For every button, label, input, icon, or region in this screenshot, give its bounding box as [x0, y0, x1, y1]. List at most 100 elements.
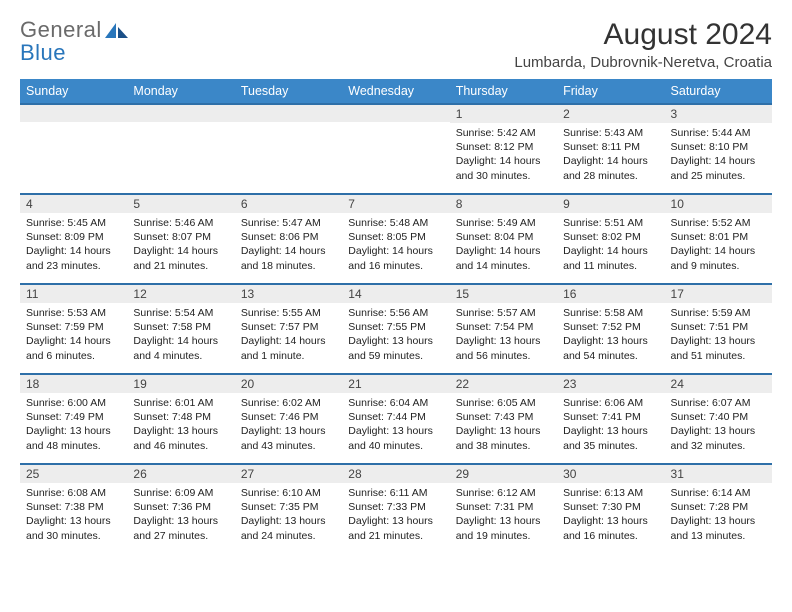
- calendar-day-cell: 31Sunrise: 6:14 AMSunset: 7:28 PMDayligh…: [665, 463, 772, 553]
- sail-icon: [104, 21, 130, 39]
- sunset-line: Sunset: 7:43 PM: [456, 410, 551, 424]
- month-title: August 2024: [514, 18, 772, 52]
- sunset-line: Sunset: 8:04 PM: [456, 230, 551, 244]
- sunset-line: Sunset: 7:40 PM: [671, 410, 766, 424]
- day-details: Sunrise: 5:47 AMSunset: 8:06 PMDaylight:…: [235, 213, 342, 277]
- day-number: 23: [557, 373, 664, 393]
- sunset-line: Sunset: 7:33 PM: [348, 500, 443, 514]
- sunset-line: Sunset: 8:10 PM: [671, 140, 766, 154]
- day-details: Sunrise: 6:12 AMSunset: 7:31 PMDaylight:…: [450, 483, 557, 547]
- sunrise-line: Sunrise: 5:53 AM: [26, 306, 121, 320]
- calendar-day-cell: [342, 103, 449, 193]
- daylight-line: Daylight: 13 hours and 16 minutes.: [563, 514, 658, 542]
- calendar-day-cell: 21Sunrise: 6:04 AMSunset: 7:44 PMDayligh…: [342, 373, 449, 463]
- calendar-day-cell: 23Sunrise: 6:06 AMSunset: 7:41 PMDayligh…: [557, 373, 664, 463]
- day-number: 17: [665, 283, 772, 303]
- calendar-day-cell: 13Sunrise: 5:55 AMSunset: 7:57 PMDayligh…: [235, 283, 342, 373]
- day-details: Sunrise: 6:01 AMSunset: 7:48 PMDaylight:…: [127, 393, 234, 457]
- sunset-line: Sunset: 7:58 PM: [133, 320, 228, 334]
- sunrise-line: Sunrise: 6:01 AM: [133, 396, 228, 410]
- day-details: Sunrise: 5:56 AMSunset: 7:55 PMDaylight:…: [342, 303, 449, 367]
- daylight-line: Daylight: 14 hours and 1 minute.: [241, 334, 336, 362]
- calendar-day-cell: 20Sunrise: 6:02 AMSunset: 7:46 PMDayligh…: [235, 373, 342, 463]
- sunrise-line: Sunrise: 5:54 AM: [133, 306, 228, 320]
- calendar-day-cell: 5Sunrise: 5:46 AMSunset: 8:07 PMDaylight…: [127, 193, 234, 283]
- calendar-day-cell: 7Sunrise: 5:48 AMSunset: 8:05 PMDaylight…: [342, 193, 449, 283]
- sunset-line: Sunset: 7:28 PM: [671, 500, 766, 514]
- day-details: Sunrise: 6:09 AMSunset: 7:36 PMDaylight:…: [127, 483, 234, 547]
- sunrise-line: Sunrise: 6:12 AM: [456, 486, 551, 500]
- daylight-line: Daylight: 13 hours and 56 minutes.: [456, 334, 551, 362]
- day-details: Sunrise: 5:57 AMSunset: 7:54 PMDaylight:…: [450, 303, 557, 367]
- daylight-line: Daylight: 13 hours and 38 minutes.: [456, 424, 551, 452]
- calendar-day-cell: 6Sunrise: 5:47 AMSunset: 8:06 PMDaylight…: [235, 193, 342, 283]
- sunrise-line: Sunrise: 5:51 AM: [563, 216, 658, 230]
- day-number: 13: [235, 283, 342, 303]
- calendar-table: Sunday Monday Tuesday Wednesday Thursday…: [20, 79, 772, 553]
- calendar-day-cell: 26Sunrise: 6:09 AMSunset: 7:36 PMDayligh…: [127, 463, 234, 553]
- day-number: 31: [665, 463, 772, 483]
- weekday-header: Thursday: [450, 79, 557, 103]
- sunrise-line: Sunrise: 5:58 AM: [563, 306, 658, 320]
- calendar-week-row: 25Sunrise: 6:08 AMSunset: 7:38 PMDayligh…: [20, 463, 772, 553]
- calendar-day-cell: 11Sunrise: 5:53 AMSunset: 7:59 PMDayligh…: [20, 283, 127, 373]
- day-number: 6: [235, 193, 342, 213]
- day-details: Sunrise: 6:04 AMSunset: 7:44 PMDaylight:…: [342, 393, 449, 457]
- sunrise-line: Sunrise: 6:09 AM: [133, 486, 228, 500]
- day-details: Sunrise: 6:08 AMSunset: 7:38 PMDaylight:…: [20, 483, 127, 547]
- day-details: Sunrise: 6:06 AMSunset: 7:41 PMDaylight:…: [557, 393, 664, 457]
- sunrise-line: Sunrise: 6:14 AM: [671, 486, 766, 500]
- day-number-strip: [20, 103, 127, 122]
- day-number: 25: [20, 463, 127, 483]
- calendar-day-cell: 27Sunrise: 6:10 AMSunset: 7:35 PMDayligh…: [235, 463, 342, 553]
- sunrise-line: Sunrise: 5:59 AM: [671, 306, 766, 320]
- sunset-line: Sunset: 7:35 PM: [241, 500, 336, 514]
- calendar-week-row: 11Sunrise: 5:53 AMSunset: 7:59 PMDayligh…: [20, 283, 772, 373]
- daylight-line: Daylight: 13 hours and 24 minutes.: [241, 514, 336, 542]
- day-details: Sunrise: 6:02 AMSunset: 7:46 PMDaylight:…: [235, 393, 342, 457]
- day-details: Sunrise: 5:44 AMSunset: 8:10 PMDaylight:…: [665, 123, 772, 187]
- daylight-line: Daylight: 14 hours and 16 minutes.: [348, 244, 443, 272]
- daylight-line: Daylight: 13 hours and 13 minutes.: [671, 514, 766, 542]
- calendar-day-cell: 28Sunrise: 6:11 AMSunset: 7:33 PMDayligh…: [342, 463, 449, 553]
- sunrise-line: Sunrise: 5:57 AM: [456, 306, 551, 320]
- calendar-week-row: 18Sunrise: 6:00 AMSunset: 7:49 PMDayligh…: [20, 373, 772, 463]
- day-number: 22: [450, 373, 557, 393]
- sunset-line: Sunset: 7:41 PM: [563, 410, 658, 424]
- day-number: 5: [127, 193, 234, 213]
- calendar-day-cell: 2Sunrise: 5:43 AMSunset: 8:11 PMDaylight…: [557, 103, 664, 193]
- sunrise-line: Sunrise: 5:48 AM: [348, 216, 443, 230]
- calendar-day-cell: [127, 103, 234, 193]
- day-number: 3: [665, 103, 772, 123]
- day-number-strip: [342, 103, 449, 122]
- calendar-day-cell: 15Sunrise: 5:57 AMSunset: 7:54 PMDayligh…: [450, 283, 557, 373]
- sunrise-line: Sunrise: 5:49 AM: [456, 216, 551, 230]
- daylight-line: Daylight: 13 hours and 30 minutes.: [26, 514, 121, 542]
- daylight-line: Daylight: 14 hours and 25 minutes.: [671, 154, 766, 182]
- day-details: Sunrise: 5:52 AMSunset: 8:01 PMDaylight:…: [665, 213, 772, 277]
- weekday-header: Sunday: [20, 79, 127, 103]
- daylight-line: Daylight: 13 hours and 51 minutes.: [671, 334, 766, 362]
- sunset-line: Sunset: 7:46 PM: [241, 410, 336, 424]
- day-details: Sunrise: 5:59 AMSunset: 7:51 PMDaylight:…: [665, 303, 772, 367]
- day-number: 28: [342, 463, 449, 483]
- sunrise-line: Sunrise: 5:47 AM: [241, 216, 336, 230]
- day-number: 14: [342, 283, 449, 303]
- sunset-line: Sunset: 7:49 PM: [26, 410, 121, 424]
- sunset-line: Sunset: 7:51 PM: [671, 320, 766, 334]
- day-details: Sunrise: 6:11 AMSunset: 7:33 PMDaylight:…: [342, 483, 449, 547]
- day-details: Sunrise: 6:14 AMSunset: 7:28 PMDaylight:…: [665, 483, 772, 547]
- location: Lumbarda, Dubrovnik-Neretva, Croatia: [514, 54, 772, 71]
- daylight-line: Daylight: 13 hours and 43 minutes.: [241, 424, 336, 452]
- calendar-day-cell: 22Sunrise: 6:05 AMSunset: 7:43 PMDayligh…: [450, 373, 557, 463]
- day-details: Sunrise: 6:07 AMSunset: 7:40 PMDaylight:…: [665, 393, 772, 457]
- weekday-header-row: Sunday Monday Tuesday Wednesday Thursday…: [20, 79, 772, 103]
- day-number: 1: [450, 103, 557, 123]
- sunset-line: Sunset: 8:11 PM: [563, 140, 658, 154]
- day-details: Sunrise: 6:13 AMSunset: 7:30 PMDaylight:…: [557, 483, 664, 547]
- weekday-header: Friday: [557, 79, 664, 103]
- daylight-line: Daylight: 14 hours and 9 minutes.: [671, 244, 766, 272]
- calendar-day-cell: [235, 103, 342, 193]
- day-number: 24: [665, 373, 772, 393]
- day-details: Sunrise: 5:45 AMSunset: 8:09 PMDaylight:…: [20, 213, 127, 277]
